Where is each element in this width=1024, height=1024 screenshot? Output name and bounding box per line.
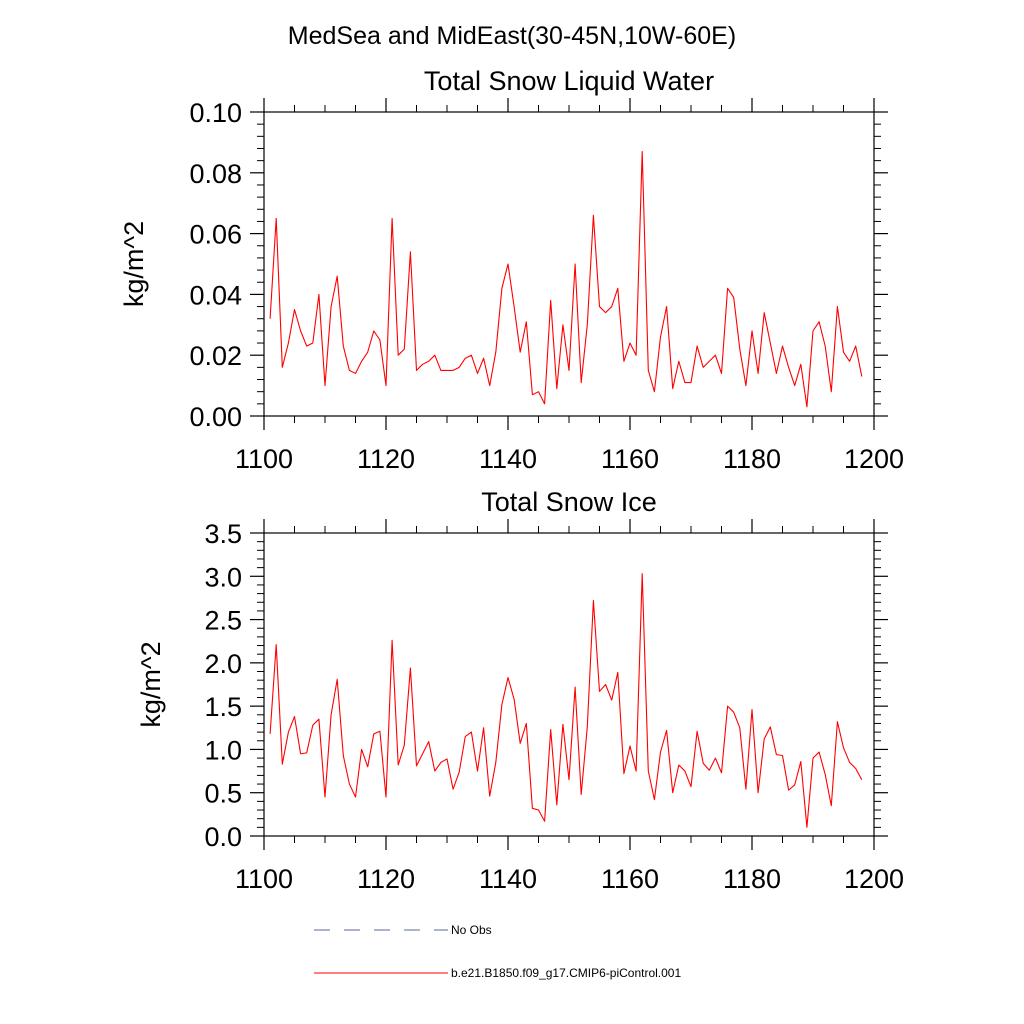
- x-tick-label: 1140: [479, 444, 537, 474]
- y-tick-label: 0.08: [189, 159, 242, 189]
- figure-title: MedSea and MidEast(30-45N,10W-60E): [288, 22, 736, 50]
- x-tick-label: 1100: [235, 444, 293, 474]
- x-tick-label: 1200: [844, 444, 904, 474]
- y-tick-label: 0.5: [204, 779, 242, 809]
- x-tick-label: 1160: [601, 864, 659, 894]
- y-axis-label: kg/m^2: [119, 221, 149, 307]
- x-tick-label: 1180: [723, 444, 781, 474]
- y-tick-label: 2.0: [204, 649, 242, 679]
- chart-title: Total Snow Liquid Water: [424, 66, 714, 96]
- legend-label-no-obs: No Obs: [451, 923, 492, 937]
- y-tick-label: 0.00: [189, 402, 242, 432]
- plot-frame: [263, 532, 875, 837]
- series-line: [269, 573, 863, 828]
- x-tick-label: 1120: [357, 444, 415, 474]
- x-tick-label: 1140: [479, 864, 537, 894]
- legend-label-model-run: b.e21.B1850.f09_g17.CMIP6-piControl.001: [451, 966, 681, 980]
- x-tick-label: 1200: [844, 864, 904, 894]
- x-tick-label: 1160: [601, 444, 659, 474]
- chart-panel-snow-ice: Total Snow Ice kg/m^2 1100 1120 1140 1160 1180…: [136, 487, 904, 894]
- x-tick-label: 1180: [723, 864, 781, 894]
- y-tick-label: 0.02: [189, 341, 242, 371]
- x-tick-label: 1120: [357, 864, 415, 894]
- legend: No Obs b.e21.B1850.f09_g17.CMIP6-piContr…: [314, 923, 681, 980]
- y-tick-label: 3.0: [204, 562, 242, 592]
- y-tick-label: 1.5: [204, 692, 242, 722]
- chart-panel-snow-liquid-water: Total Snow Liquid Water kg/m^2 1100 1120 114…: [119, 66, 904, 474]
- y-tick-label: 0.06: [189, 220, 242, 250]
- chart-title: Total Snow Ice: [481, 487, 657, 517]
- y-tick-label: 1.0: [204, 735, 242, 765]
- y-tick-label: 3.5: [204, 519, 242, 549]
- y-tick-label: 0.04: [189, 280, 242, 310]
- y-tick-label: 2.5: [204, 606, 242, 636]
- y-tick-label: 0.10: [189, 98, 242, 128]
- y-tick-label: 0.0: [204, 822, 242, 852]
- series-line: [269, 150, 863, 408]
- x-tick-label: 1100: [235, 864, 293, 894]
- y-axis-label: kg/m^2: [136, 641, 166, 727]
